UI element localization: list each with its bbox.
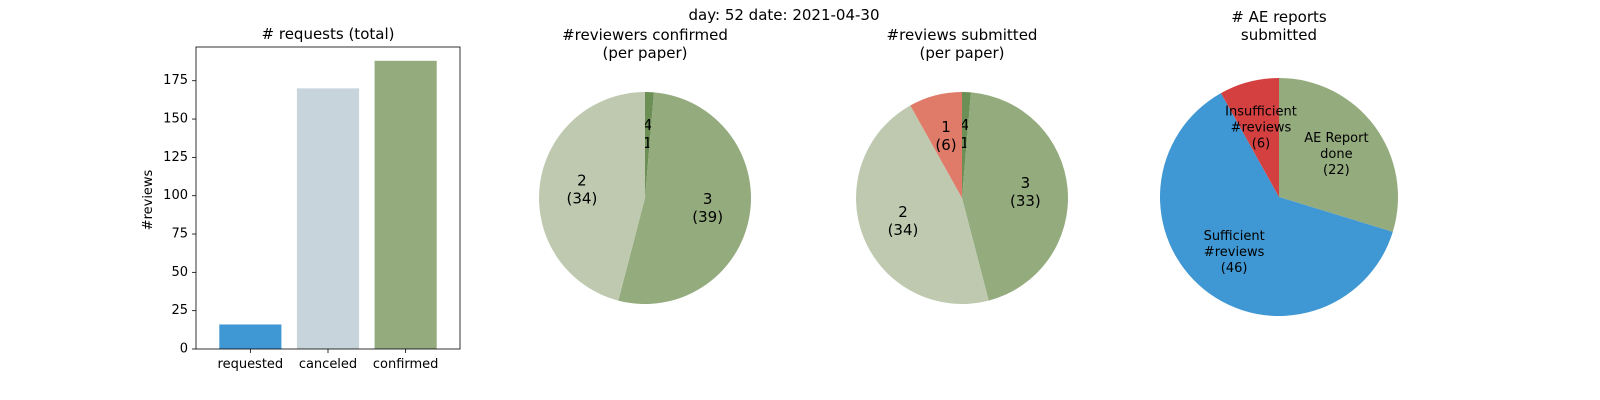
pie-slice-label: 3 (33) [1010, 174, 1041, 210]
pie-title: #reviews submitted (per paper) [887, 26, 1038, 62]
pie-slice [645, 92, 654, 198]
bar-chart-title: # requests (total) [262, 25, 395, 43]
y-tick-label: 0 [180, 342, 188, 357]
y-tick-label: 175 [163, 73, 188, 88]
x-tick-label: canceled [299, 357, 357, 372]
y-tick-label: 125 [163, 150, 188, 165]
pie-chart-reviews-submitted: #reviews submitted (per paper)4 (1)3 (33)2(… [856, 26, 1069, 304]
pie-slice [1279, 78, 1398, 232]
pie-chart-reviewers-confirmed: #reviewers confirmed (per paper)4 (1)3 (39)… [539, 26, 752, 304]
pie-chart-ae-reports: # AE reports submitted AE Report done (22) Su… [1160, 8, 1398, 317]
pie-slice-label: Sufficient #reviews (46) [1204, 229, 1265, 276]
y-tick-label: 75 [171, 227, 188, 242]
pie-slice [910, 92, 962, 198]
pie-slice-label: 2 (34) [567, 171, 598, 207]
pie-slice [962, 92, 971, 198]
bar-chart-requests: # requests (total) requested canceled confi… [141, 25, 461, 372]
y-tick-label: 25 [171, 303, 188, 318]
bar-canceled [296, 88, 360, 349]
figure-suptitle: day: 52 date: 2021-04-30 [689, 6, 880, 24]
pie-slice [962, 92, 1069, 301]
x-tick-label: confirmed [373, 357, 439, 372]
y-axis-label: #reviews [141, 169, 156, 230]
x-tick-label: requested [218, 357, 284, 372]
pie-slice [856, 105, 989, 304]
y-tick-label: 150 [163, 112, 188, 127]
pie-slice [1220, 78, 1279, 197]
pie-slice-label: 1 (6) [935, 118, 956, 154]
pie-slice [618, 92, 752, 304]
bar-confirmed [374, 60, 437, 349]
pie-slice-label: 2 (34) [888, 203, 919, 239]
pie-title: # AE reports submitted [1231, 8, 1327, 44]
pie-slice-label: AE Report done (22) [1304, 131, 1368, 178]
bar-chart-frame [195, 46, 461, 350]
pie-slice-label: 3 (39) [692, 190, 723, 226]
pie-slice-label: Insufficient #reviews (6) [1225, 104, 1297, 151]
bar-requested [219, 324, 282, 349]
pie-slice [539, 92, 645, 301]
pie-slice [1160, 93, 1393, 317]
pie-title: #reviewers confirmed (per paper) [562, 26, 728, 62]
y-tick-label: 50 [171, 265, 188, 280]
y-tick-label: 100 [163, 188, 188, 203]
